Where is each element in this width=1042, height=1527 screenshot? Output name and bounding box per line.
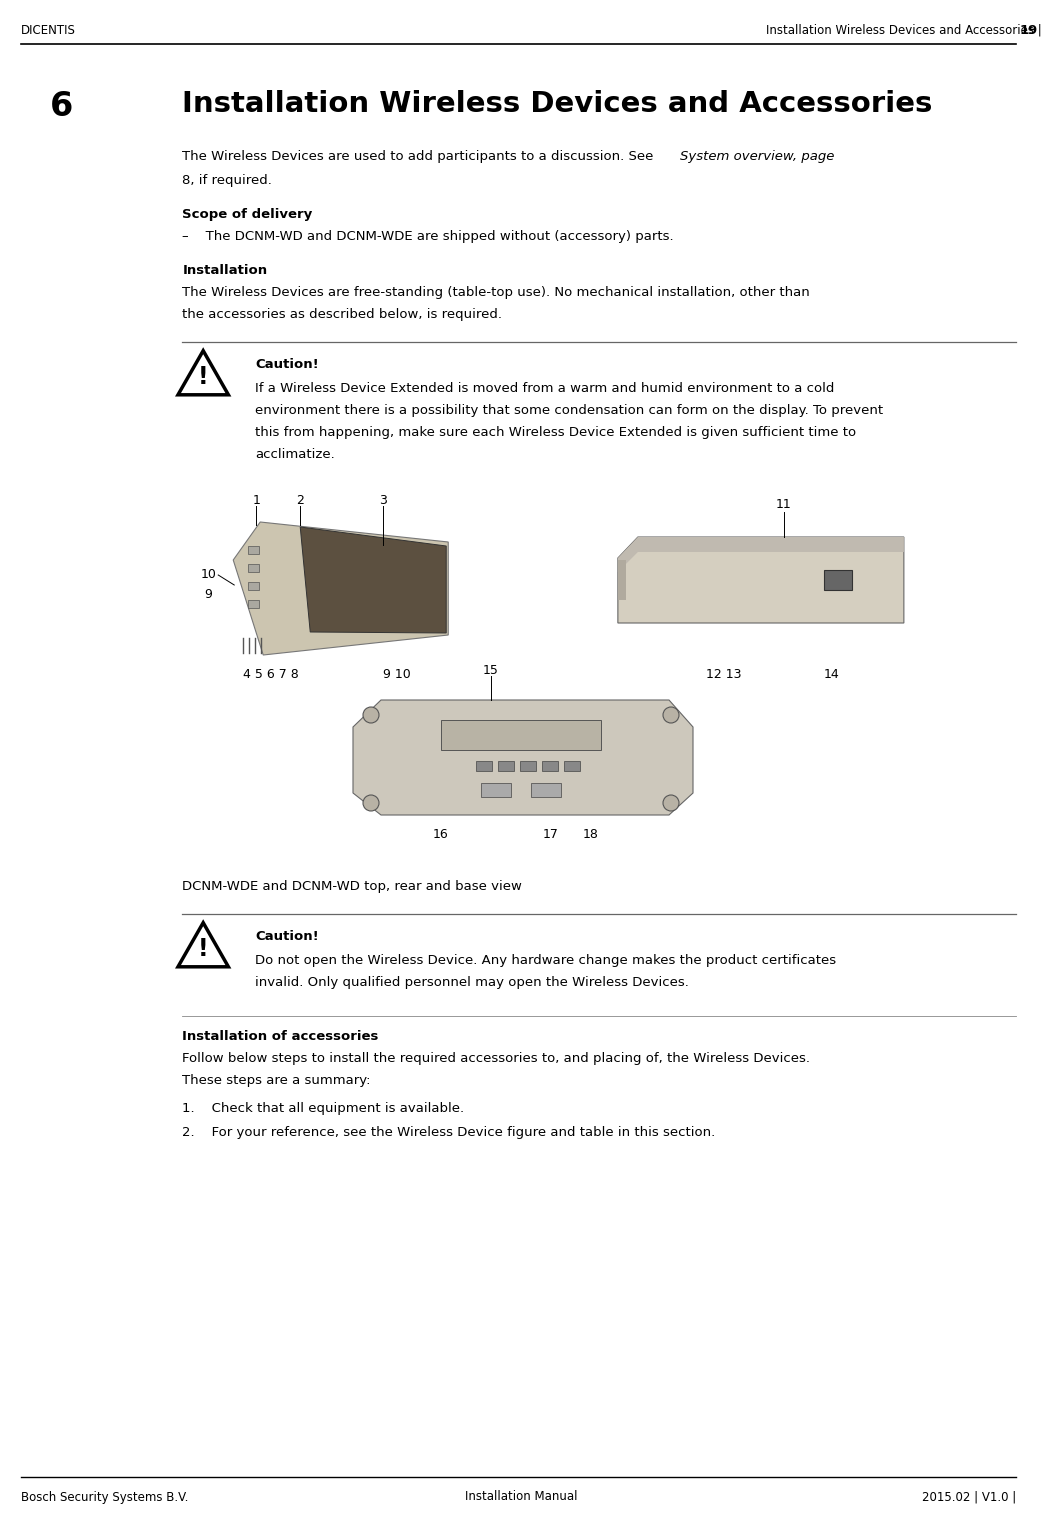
Text: 2.    For your reference, see the Wireless Device figure and table in this secti: 2. For your reference, see the Wireless … xyxy=(182,1125,716,1139)
Text: 4 5 6 7 8: 4 5 6 7 8 xyxy=(243,669,299,681)
Bar xyxy=(564,760,580,771)
Bar xyxy=(824,570,852,589)
Text: 6: 6 xyxy=(50,90,73,124)
Text: 18: 18 xyxy=(584,829,599,841)
Text: acclimatize.: acclimatize. xyxy=(255,447,336,461)
Text: Installation: Installation xyxy=(182,264,268,276)
Text: 9 10: 9 10 xyxy=(383,669,411,681)
Text: 1: 1 xyxy=(252,493,260,507)
Text: the accessories as described below, is required.: the accessories as described below, is r… xyxy=(182,308,502,321)
Text: –    The DCNM-WD and DCNM-WDE are shipped without (accessory) parts.: – The DCNM-WD and DCNM-WDE are shipped w… xyxy=(182,231,674,243)
Bar xyxy=(248,563,259,573)
Text: 11: 11 xyxy=(776,498,792,512)
Text: invalid. Only qualified personnel may open the Wireless Devices.: invalid. Only qualified personnel may op… xyxy=(255,976,689,989)
Text: Do not open the Wireless Device. Any hardware change makes the product certifica: Do not open the Wireless Device. Any har… xyxy=(255,954,837,967)
Text: DCNM-WDE and DCNM-WD top, rear and base view: DCNM-WDE and DCNM-WD top, rear and base … xyxy=(182,880,522,893)
Text: 2015.02 | V1.0 |: 2015.02 | V1.0 | xyxy=(922,1490,1016,1504)
Text: If a Wireless Device Extended is moved from a warm and humid environment to a co: If a Wireless Device Extended is moved f… xyxy=(255,382,835,395)
Text: 19: 19 xyxy=(1019,23,1038,37)
Circle shape xyxy=(363,707,379,722)
Text: Installation Wireless Devices and Accessories | en: Installation Wireless Devices and Access… xyxy=(766,23,1042,37)
Text: DICENTIS: DICENTIS xyxy=(21,23,76,37)
Text: !: ! xyxy=(198,938,208,960)
Bar xyxy=(618,560,626,600)
Text: The Wireless Devices are free‑standing (table‑top use). No mechanical installati: The Wireless Devices are free‑standing (… xyxy=(182,286,810,299)
Polygon shape xyxy=(300,527,446,634)
Polygon shape xyxy=(178,351,228,395)
Bar xyxy=(531,783,561,797)
Text: Caution!: Caution! xyxy=(255,357,319,371)
Text: this from happening, make sure each Wireless Device Extended is given sufficient: this from happening, make sure each Wire… xyxy=(255,426,857,438)
Bar xyxy=(520,760,536,771)
Text: 2: 2 xyxy=(296,493,304,507)
Bar xyxy=(248,547,259,554)
Bar xyxy=(481,783,511,797)
Polygon shape xyxy=(353,699,693,815)
Text: Bosch Security Systems B.V.: Bosch Security Systems B.V. xyxy=(21,1490,189,1504)
Bar xyxy=(476,760,492,771)
Text: The Wireless Devices are used to add participants to a discussion. See: The Wireless Devices are used to add par… xyxy=(182,150,658,163)
Text: 9: 9 xyxy=(204,588,213,600)
Text: 3: 3 xyxy=(379,493,388,507)
Text: Installation Wireless Devices and Accessories: Installation Wireless Devices and Access… xyxy=(182,90,933,118)
Text: 1.    Check that all equipment is available.: 1. Check that all equipment is available… xyxy=(182,1102,465,1115)
Text: !: ! xyxy=(198,365,208,389)
Text: environment there is a possibility that some condensation can form on the displa: environment there is a possibility that … xyxy=(255,405,884,417)
Circle shape xyxy=(363,796,379,811)
Text: These steps are a summary:: These steps are a summary: xyxy=(182,1073,371,1087)
Text: 10: 10 xyxy=(200,568,216,582)
Text: 15: 15 xyxy=(483,664,499,676)
Text: 8, if required.: 8, if required. xyxy=(182,174,272,186)
Bar xyxy=(441,721,601,750)
Bar xyxy=(498,760,514,771)
Text: Scope of delivery: Scope of delivery xyxy=(182,208,313,221)
Bar xyxy=(248,600,259,608)
Text: Caution!: Caution! xyxy=(255,930,319,944)
Bar xyxy=(248,582,259,589)
Polygon shape xyxy=(233,522,448,655)
Polygon shape xyxy=(618,538,903,623)
Text: 16: 16 xyxy=(433,829,449,841)
Text: 12 13: 12 13 xyxy=(705,669,741,681)
Text: 14: 14 xyxy=(824,669,840,681)
Text: 17: 17 xyxy=(543,829,559,841)
Text: Follow below steps to install the required accessories to, and placing of, the W: Follow below steps to install the requir… xyxy=(182,1052,811,1064)
Bar xyxy=(542,760,559,771)
Text: Installation Manual: Installation Manual xyxy=(465,1490,577,1504)
Polygon shape xyxy=(178,922,228,967)
Text: Installation of accessories: Installation of accessories xyxy=(182,1031,378,1043)
Text: System overview, page: System overview, page xyxy=(680,150,835,163)
Circle shape xyxy=(663,707,679,722)
Circle shape xyxy=(663,796,679,811)
Polygon shape xyxy=(618,538,903,573)
